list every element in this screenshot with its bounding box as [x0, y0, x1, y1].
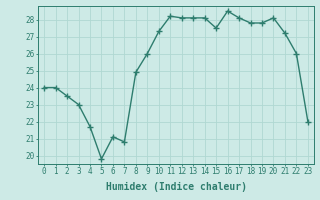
- X-axis label: Humidex (Indice chaleur): Humidex (Indice chaleur): [106, 182, 246, 192]
